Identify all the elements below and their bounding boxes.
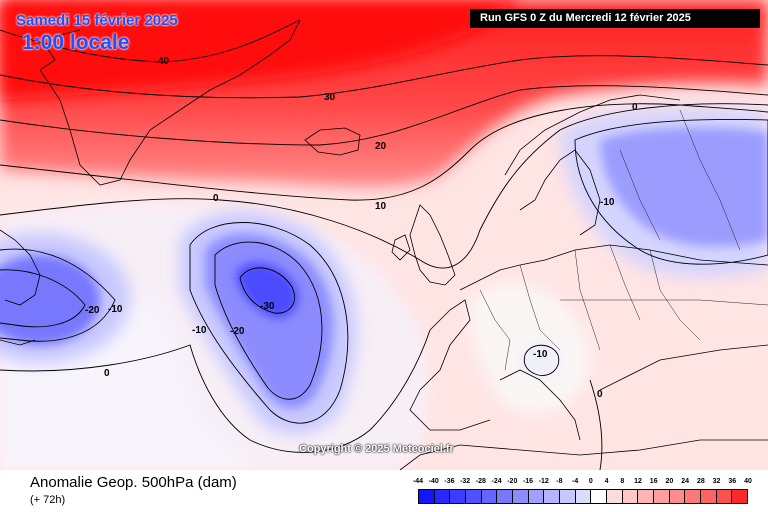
legend-tick-label: -8	[556, 478, 563, 485]
contour-40	[0, 19, 301, 63]
coastlines	[0, 19, 768, 470]
legend-tick-label: 8	[620, 478, 625, 485]
legend-swatch	[622, 490, 639, 503]
legend-swatch	[669, 490, 686, 503]
contour-lines	[0, 19, 768, 470]
legend-swatch	[466, 490, 482, 503]
contour-label-minus20-atlantic: -20	[230, 326, 245, 337]
legend-tick-label: -40	[428, 478, 439, 485]
positive-anomaly-core	[0, 0, 520, 100]
legend-swatch	[513, 490, 529, 503]
legend-swatch	[701, 490, 717, 503]
legend-tick-label: 40	[744, 478, 752, 485]
contour-minus20-west	[0, 269, 86, 328]
contour-0-east	[589, 379, 603, 470]
contour-label-30: 30	[324, 92, 336, 103]
legend-color-bar	[418, 489, 748, 504]
contour-label-0-east: 0	[597, 389, 603, 400]
legend-tick-label: 12	[634, 478, 642, 485]
legend-swatch	[607, 490, 623, 503]
model-run-banner: Run GFS 0 Z du Mercredi 12 février 2025	[470, 9, 760, 28]
contour-label-20: 20	[375, 141, 387, 152]
contour-label-minus10-atlantic: -10	[192, 325, 207, 336]
contour-label-minus20-west: -20	[85, 305, 100, 316]
legend-swatch	[434, 490, 451, 503]
negative-anomaly-west-inner	[0, 255, 100, 345]
legend-swatch	[591, 490, 608, 503]
legend-swatch	[716, 490, 733, 503]
legend-tick-label: -32	[460, 478, 471, 485]
legend-swatch	[732, 490, 748, 503]
contour-label-group: 40 30 20 10 0 0 0 -10 -10 -10 -10 -20 -2…	[85, 56, 638, 400]
contour-minus30-atlantic	[239, 267, 295, 314]
legend-tick-label: 32	[712, 478, 721, 485]
legend-swatch	[560, 490, 576, 503]
contour-0-south	[0, 329, 431, 453]
legend-tick-label: -12	[538, 478, 549, 485]
legend-swatch	[419, 490, 435, 503]
contour-label-0-mid: 0	[213, 193, 219, 204]
legend-tick-labels: -44 -40 -36 -32 -28 -24 -20 -16 -12 -8 -4 0 4 8 12 16 20…	[412, 478, 752, 488]
anomaly-map: 40 30 20 10 0 0 0 -10 -10 -10 -10 -20 -2…	[0, 0, 768, 470]
legend-tick-label: 20	[665, 478, 674, 485]
borders	[479, 109, 768, 371]
legend-swatch	[685, 490, 702, 503]
map-parameter-title: Anomalie Geop. 500hPa (dam)	[30, 474, 237, 491]
legend-tick-label: -16	[522, 478, 534, 485]
copyright-notice: Copyright © 2025 Meteociel.fr	[299, 443, 454, 455]
contour-30	[0, 55, 768, 99]
forecast-date: Samedi 15 février 2025	[16, 12, 178, 29]
forecast-time: 1:00 locale	[22, 31, 130, 54]
legend-swatch	[497, 490, 514, 503]
contour-minus10-northeast	[574, 118, 768, 265]
legend-tick-label: 36	[728, 478, 737, 485]
legend-tick-label: 0	[588, 478, 593, 485]
contour-minus10-west	[0, 248, 116, 342]
legend-swatch	[544, 490, 561, 503]
legend-tick-label: 24	[681, 478, 690, 485]
contour-label-10: 10	[375, 201, 387, 212]
legend-tick-label: 4	[604, 478, 609, 485]
legend-swatch	[481, 490, 498, 503]
color-legend: -44 -40 -36 -32 -28 -24 -20 -16 -12 -8 -4 0 4 8 12 16 20…	[412, 478, 752, 510]
map-footer: Anomalie Geop. 500hPa (dam) (+ 72h) -44-…	[0, 470, 768, 512]
legend-tick-label: 16	[649, 478, 658, 485]
legend-tick-label: -36	[444, 478, 455, 485]
contour-label-0-north: 0	[632, 102, 638, 113]
legend-swatch	[575, 490, 592, 503]
contour-20	[0, 85, 768, 146]
legend-tick-label: -20	[507, 478, 518, 485]
legend-swatch	[654, 490, 670, 503]
contour-label-minus10-italy: -10	[533, 349, 548, 360]
contour-0-north	[0, 103, 768, 269]
legend-swatch	[638, 490, 655, 503]
legend-tick-label: -4	[572, 478, 579, 485]
contour-label-0-south: 0	[104, 368, 110, 379]
legend-tick-label: -28	[475, 478, 486, 485]
legend-tick-label: -24	[491, 478, 502, 485]
legend-tick-label: -44	[412, 478, 424, 485]
negative-anomaly-northeast-inner	[600, 127, 768, 247]
contour-minus20-atlantic	[214, 241, 323, 400]
legend-swatch	[528, 490, 545, 503]
forecast-lead-time: (+ 72h)	[30, 494, 66, 506]
legend-swatch	[450, 490, 467, 503]
contour-minus10-atlantic	[189, 222, 349, 424]
contour-label-minus10-west: -10	[108, 304, 123, 315]
contour-label-40: 40	[158, 56, 170, 67]
contour-label-minus10-northeast: -10	[600, 197, 615, 208]
legend-tick-label: 28	[696, 478, 705, 485]
contour-minus10-italy	[523, 344, 560, 376]
contour-label-minus30: -30	[260, 301, 275, 312]
